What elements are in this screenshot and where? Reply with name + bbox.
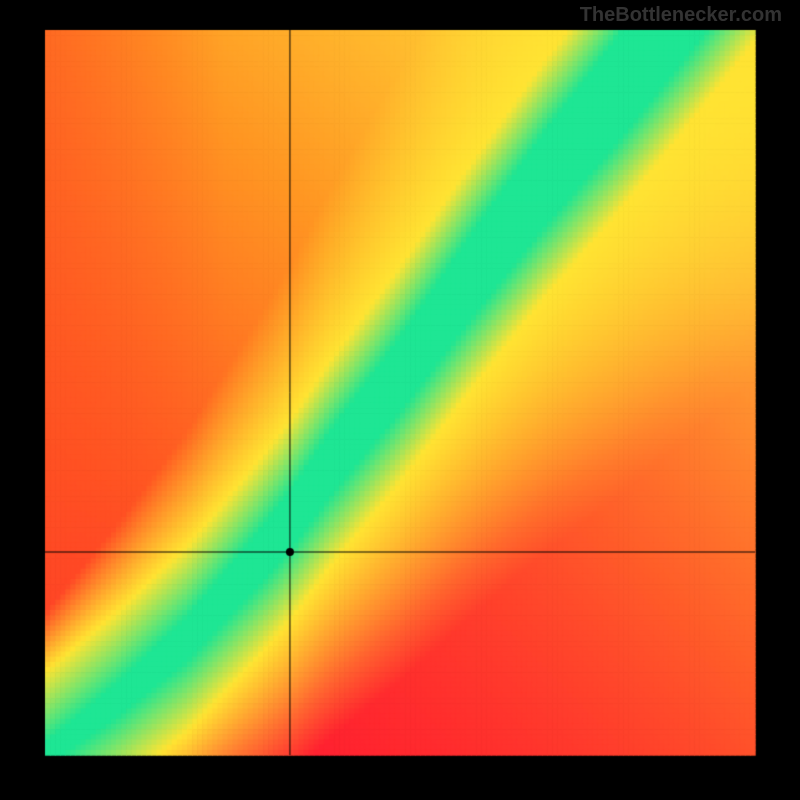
chart-container: TheBottlenecker.com bbox=[0, 0, 800, 800]
heatmap-canvas bbox=[0, 0, 800, 800]
watermark-text: TheBottlenecker.com bbox=[580, 4, 782, 27]
